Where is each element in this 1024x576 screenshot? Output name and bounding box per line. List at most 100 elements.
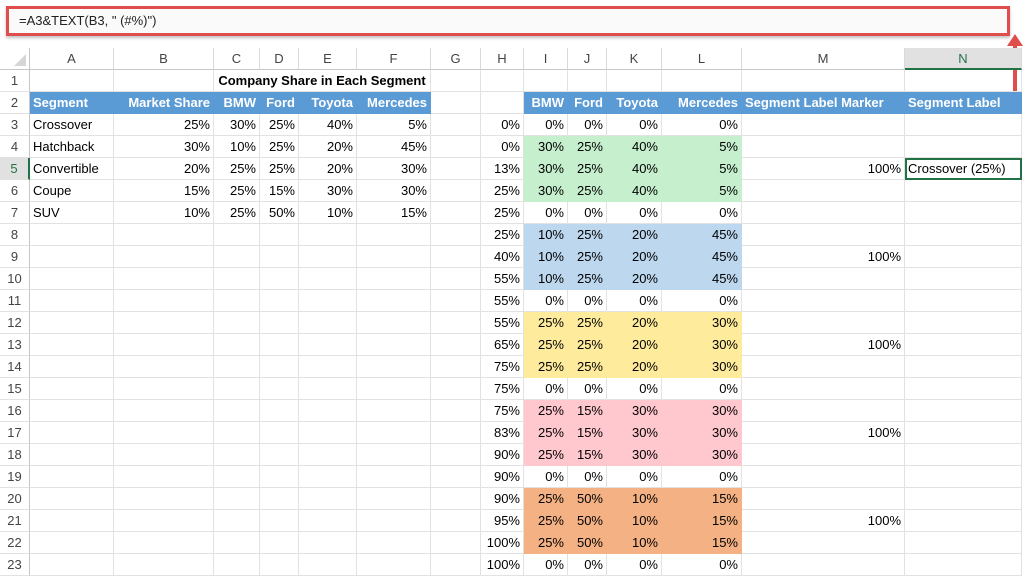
segment-label-cell[interactable] xyxy=(905,136,1022,158)
segment-label-cell[interactable] xyxy=(905,378,1022,400)
cell[interactable] xyxy=(431,488,481,510)
company-share-cell[interactable]: 10% xyxy=(524,246,568,268)
cell[interactable] xyxy=(431,114,481,136)
cell[interactable] xyxy=(431,246,481,268)
row-header-23[interactable]: 23 xyxy=(0,554,30,576)
cumulative-cell[interactable]: 90% xyxy=(481,488,524,510)
cumulative-cell[interactable]: 0% xyxy=(481,136,524,158)
cell[interactable] xyxy=(260,290,299,312)
cell[interactable] xyxy=(905,70,1022,92)
cumulative-cell[interactable]: 55% xyxy=(481,290,524,312)
segment-label-cell[interactable] xyxy=(905,466,1022,488)
cell[interactable] xyxy=(260,554,299,576)
cell[interactable] xyxy=(299,488,357,510)
company-share-cell[interactable]: 0% xyxy=(607,554,662,576)
cell[interactable] xyxy=(260,466,299,488)
cell[interactable] xyxy=(114,532,214,554)
company-share-cell[interactable]: 15% xyxy=(568,444,607,466)
company-share-cell[interactable]: 50% xyxy=(568,532,607,554)
cell[interactable] xyxy=(299,554,357,576)
row-header-18[interactable]: 18 xyxy=(0,444,30,466)
company-share-cell[interactable]: 0% xyxy=(524,290,568,312)
segment-label-marker-cell[interactable] xyxy=(742,224,905,246)
segment-label-cell[interactable] xyxy=(905,510,1022,532)
cell[interactable] xyxy=(299,466,357,488)
left-table-cell[interactable]: 15% xyxy=(114,180,214,202)
cell[interactable] xyxy=(114,400,214,422)
segment-label-marker-cell[interactable]: 100% xyxy=(742,334,905,356)
left-table-cell[interactable]: 25% xyxy=(114,114,214,136)
cell[interactable] xyxy=(357,246,431,268)
row-header-5[interactable]: 5 xyxy=(0,158,30,180)
cell[interactable] xyxy=(260,422,299,444)
cell[interactable] xyxy=(214,466,260,488)
row-header-9[interactable]: 9 xyxy=(0,246,30,268)
company-share-cell[interactable]: 30% xyxy=(607,400,662,422)
cell[interactable] xyxy=(299,334,357,356)
segment-label-cell[interactable] xyxy=(905,554,1022,576)
cell[interactable] xyxy=(431,510,481,532)
column-header-n[interactable]: N xyxy=(905,48,1022,70)
cell[interactable] xyxy=(431,334,481,356)
cell[interactable] xyxy=(114,422,214,444)
segment-label-marker-cell[interactable] xyxy=(742,114,905,136)
cell[interactable] xyxy=(431,356,481,378)
cell[interactable] xyxy=(524,70,568,92)
segment-label-cell[interactable] xyxy=(905,400,1022,422)
left-table-cell[interactable]: Hatchback xyxy=(30,136,114,158)
cell[interactable] xyxy=(214,444,260,466)
company-share-cell[interactable]: 5% xyxy=(662,180,742,202)
cumulative-cell[interactable]: 65% xyxy=(481,334,524,356)
cumulative-cell[interactable]: 75% xyxy=(481,378,524,400)
company-share-cell[interactable]: 30% xyxy=(662,312,742,334)
company-share-cell[interactable]: 25% xyxy=(568,246,607,268)
cumulative-cell[interactable]: 25% xyxy=(481,180,524,202)
left-table-cell[interactable]: 50% xyxy=(260,202,299,224)
left-table-cell[interactable]: 40% xyxy=(299,114,357,136)
segment-label-cell[interactable] xyxy=(905,488,1022,510)
column-header-g[interactable]: G xyxy=(431,48,481,70)
cumulative-cell[interactable]: 25% xyxy=(481,202,524,224)
cell[interactable] xyxy=(30,466,114,488)
company-share-cell[interactable]: 30% xyxy=(662,400,742,422)
cell[interactable] xyxy=(214,510,260,532)
company-share-cell[interactable]: 15% xyxy=(662,510,742,532)
column-header-f[interactable]: F xyxy=(357,48,431,70)
left-table-cell[interactable]: 25% xyxy=(214,202,260,224)
segment-label-marker-cell[interactable]: 100% xyxy=(742,510,905,532)
cell[interactable] xyxy=(30,290,114,312)
cell[interactable] xyxy=(260,246,299,268)
left-table-cell[interactable]: 25% xyxy=(260,114,299,136)
cell[interactable] xyxy=(299,532,357,554)
cell[interactable] xyxy=(299,400,357,422)
cell[interactable] xyxy=(260,532,299,554)
segment-label-cell[interactable] xyxy=(905,114,1022,136)
cell[interactable] xyxy=(357,510,431,532)
company-share-cell[interactable]: 0% xyxy=(607,202,662,224)
company-share-cell[interactable]: 0% xyxy=(607,466,662,488)
left-table-cell[interactable]: 25% xyxy=(214,158,260,180)
cumulative-cell[interactable]: 100% xyxy=(481,532,524,554)
cumulative-cell[interactable]: 55% xyxy=(481,268,524,290)
cell[interactable] xyxy=(431,532,481,554)
left-table-cell[interactable]: 20% xyxy=(114,158,214,180)
cell[interactable] xyxy=(431,554,481,576)
company-share-cell[interactable]: 5% xyxy=(662,158,742,180)
company-share-cell[interactable]: 40% xyxy=(607,136,662,158)
segment-label-marker-cell[interactable] xyxy=(742,290,905,312)
company-share-cell[interactable]: 15% xyxy=(662,488,742,510)
segment-label-marker-cell[interactable]: 100% xyxy=(742,246,905,268)
cell[interactable] xyxy=(214,532,260,554)
cell[interactable] xyxy=(114,224,214,246)
cumulative-cell[interactable]: 90% xyxy=(481,466,524,488)
cumulative-cell[interactable]: 40% xyxy=(481,246,524,268)
cell[interactable] xyxy=(30,554,114,576)
segment-label-marker-cell[interactable]: 100% xyxy=(742,158,905,180)
cell[interactable] xyxy=(114,444,214,466)
company-share-cell[interactable]: 10% xyxy=(607,532,662,554)
segment-label-cell[interactable] xyxy=(905,532,1022,554)
cell[interactable] xyxy=(299,378,357,400)
cell[interactable] xyxy=(357,224,431,246)
cell[interactable] xyxy=(742,70,905,92)
column-header-i[interactable]: I xyxy=(524,48,568,70)
